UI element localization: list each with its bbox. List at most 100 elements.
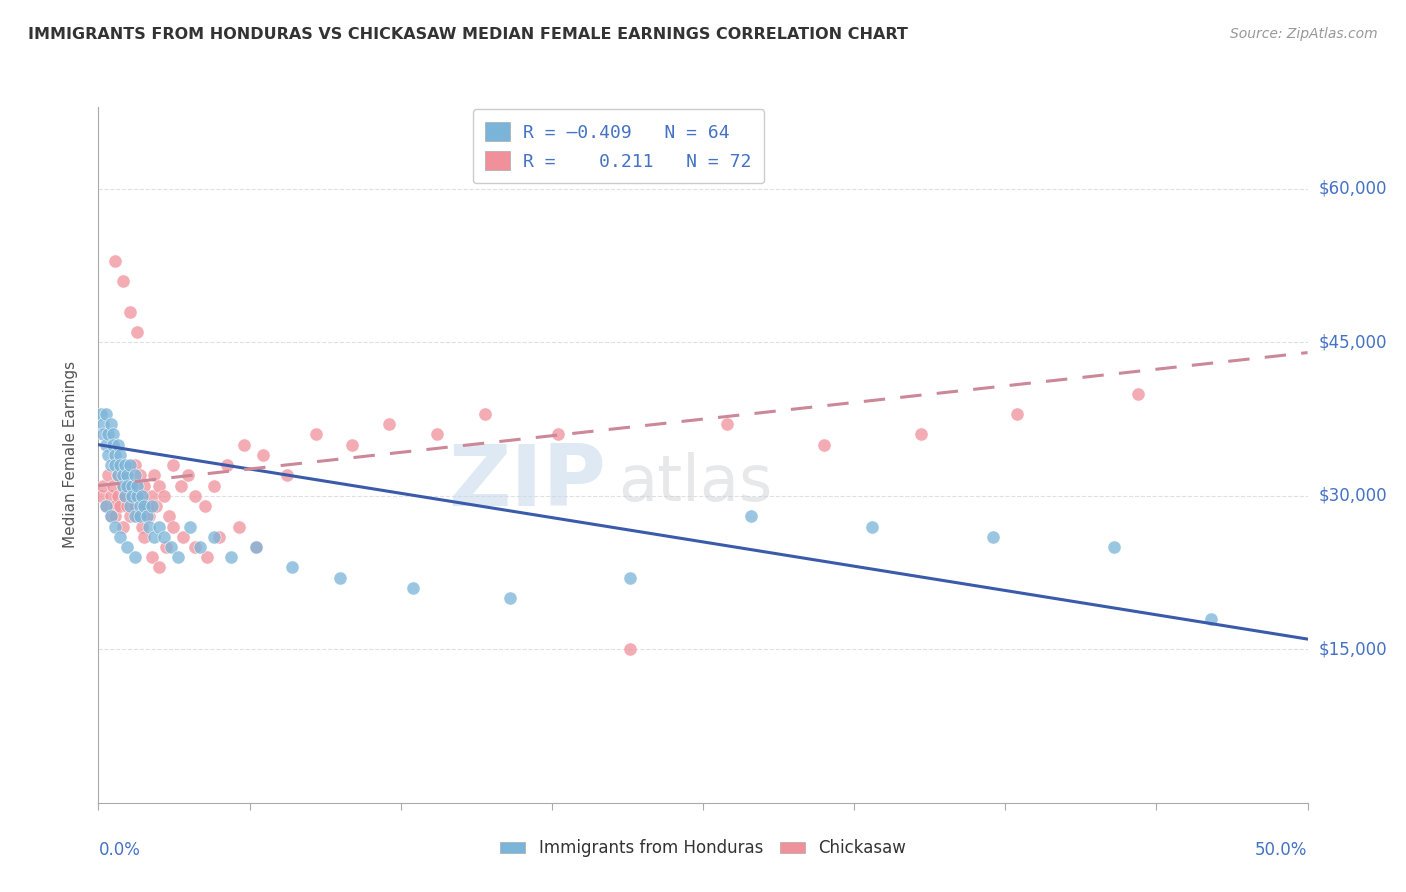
Point <box>215 458 238 472</box>
Point <box>179 519 201 533</box>
Point <box>127 509 149 524</box>
Point <box>143 468 166 483</box>
Text: $30,000: $30,000 <box>1319 487 1388 505</box>
Point <box>100 509 122 524</box>
Point <box>221 550 243 565</box>
Point <box>114 458 136 472</box>
Point <box>184 489 207 503</box>
Point <box>162 519 184 533</box>
Point <box>101 478 124 492</box>
Point <box>160 540 183 554</box>
Point <box>101 427 124 442</box>
Point <box>194 499 217 513</box>
Point <box>377 417 399 432</box>
Text: $45,000: $45,000 <box>1319 334 1388 351</box>
Text: IMMIGRANTS FROM HONDURAS VS CHICKASAW MEDIAN FEMALE EARNINGS CORRELATION CHART: IMMIGRANTS FROM HONDURAS VS CHICKASAW ME… <box>28 27 908 42</box>
Point <box>1007 407 1029 421</box>
Point <box>860 519 883 533</box>
Point <box>157 509 180 524</box>
Point <box>97 468 120 483</box>
Point <box>141 489 163 503</box>
Point <box>155 540 177 554</box>
Point <box>141 499 163 513</box>
Point <box>124 468 146 483</box>
Point <box>498 591 520 606</box>
Text: $15,000: $15,000 <box>1319 640 1388 658</box>
Point <box>141 550 163 565</box>
Point <box>152 489 174 503</box>
Point <box>342 438 364 452</box>
Point <box>195 550 218 565</box>
Point <box>138 509 160 524</box>
Point <box>108 530 131 544</box>
Point <box>118 499 141 513</box>
Point <box>94 499 117 513</box>
Point <box>981 530 1004 544</box>
Point <box>402 581 425 595</box>
Text: Source: ZipAtlas.com: Source: ZipAtlas.com <box>1230 27 1378 41</box>
Point <box>162 458 184 472</box>
Point <box>114 468 136 483</box>
Point <box>108 448 131 462</box>
Point <box>740 509 762 524</box>
Point <box>91 427 114 442</box>
Point <box>148 478 170 492</box>
Point <box>104 519 127 533</box>
Point <box>124 550 146 565</box>
Point <box>107 468 129 483</box>
Point <box>169 478 191 492</box>
Point <box>121 489 143 503</box>
Point <box>148 560 170 574</box>
Point <box>118 478 141 492</box>
Text: $60,000: $60,000 <box>1319 180 1388 198</box>
Text: ZIP: ZIP <box>449 442 606 524</box>
Point <box>1199 612 1222 626</box>
Point <box>118 304 141 318</box>
Point <box>127 325 149 339</box>
Point <box>104 253 127 268</box>
Point <box>143 530 166 544</box>
Point <box>94 499 117 513</box>
Point <box>111 478 134 492</box>
Point <box>124 458 146 472</box>
Point <box>114 489 136 503</box>
Point <box>228 519 250 533</box>
Point <box>104 499 127 513</box>
Point <box>101 438 124 452</box>
Point <box>1128 386 1150 401</box>
Point <box>138 519 160 533</box>
Text: 0.0%: 0.0% <box>98 841 141 859</box>
Y-axis label: Median Female Earnings: Median Female Earnings <box>63 361 77 549</box>
Point <box>910 427 932 442</box>
Point <box>111 468 134 483</box>
Point <box>474 407 496 421</box>
Point <box>276 468 298 483</box>
Point <box>619 571 641 585</box>
Point <box>1102 540 1125 554</box>
Point <box>131 489 153 503</box>
Point <box>104 458 127 472</box>
Point <box>91 417 114 432</box>
Point <box>128 499 150 513</box>
Point <box>145 499 167 513</box>
Point <box>100 458 122 472</box>
Point <box>131 519 153 533</box>
Point <box>208 530 231 544</box>
Point <box>134 530 156 544</box>
Point <box>204 478 226 492</box>
Point <box>100 509 122 524</box>
Point <box>281 560 304 574</box>
Point <box>124 509 146 524</box>
Point <box>232 438 254 452</box>
Point <box>619 642 641 657</box>
Point <box>245 540 267 554</box>
Point <box>100 489 122 503</box>
Point <box>90 489 112 503</box>
Point <box>114 489 136 503</box>
Legend: Immigrants from Honduras, Chickasaw: Immigrants from Honduras, Chickasaw <box>494 833 912 864</box>
Point <box>111 274 134 288</box>
Point <box>117 468 139 483</box>
Point <box>131 489 153 503</box>
Point <box>813 438 835 452</box>
Point <box>107 438 129 452</box>
